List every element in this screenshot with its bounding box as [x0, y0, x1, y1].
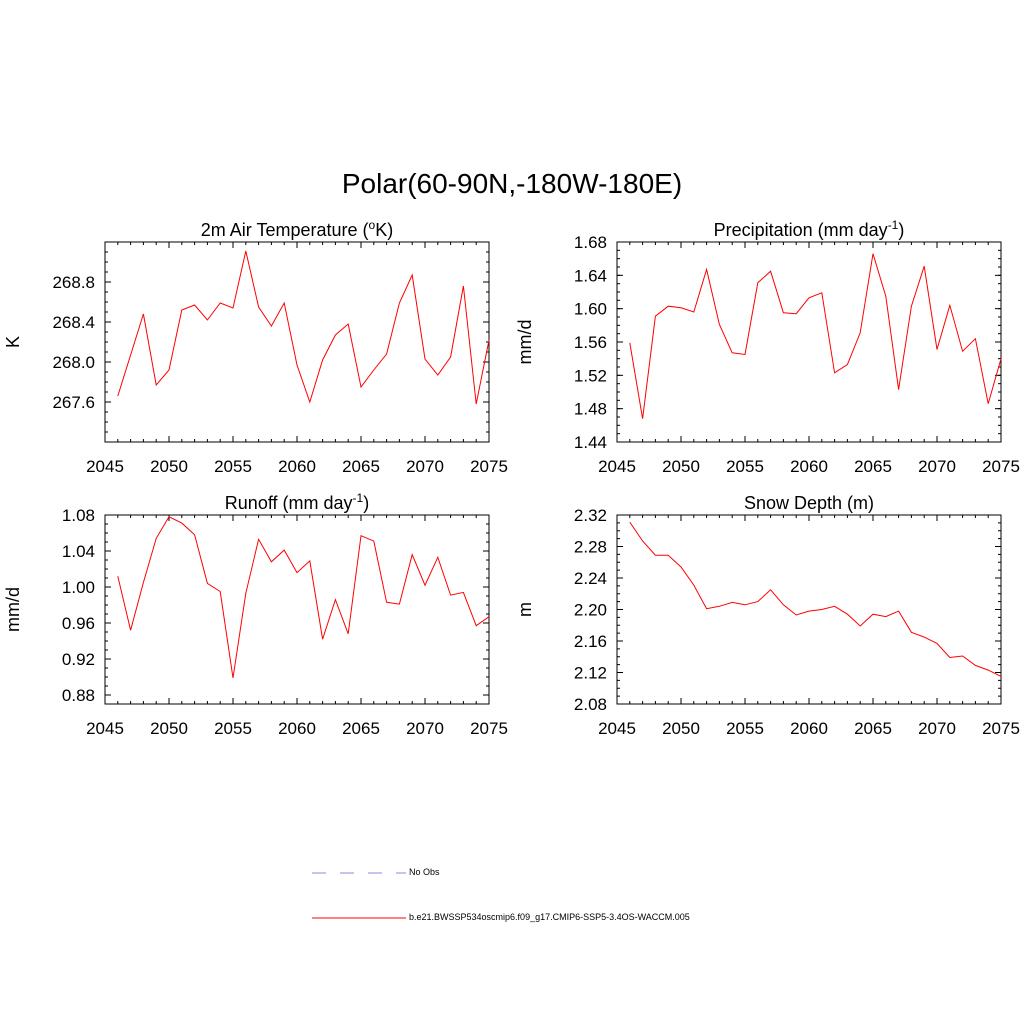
x-tick-label: 2065: [342, 719, 380, 738]
x-tick-label: 2075: [982, 457, 1020, 476]
panel-4: 2045 2050 2055 2060 2065 2070 2075 2.08 2.12 2.16…: [515, 493, 1020, 738]
series-line: [629, 253, 1002, 419]
y-tick-label: 2.12: [574, 664, 607, 683]
x-tick-label: 2055: [214, 719, 252, 738]
x-tick-label: 2050: [150, 719, 188, 738]
x-tick-label: 2070: [406, 719, 444, 738]
panel-title: Precipitation (mm day-1): [714, 218, 905, 240]
plot-frame: [104, 514, 490, 705]
panel-title-rest: ): [363, 493, 369, 513]
x-tick-label: 2045: [86, 719, 124, 738]
series-line: [117, 516, 490, 678]
panel-title-rest: K): [375, 220, 393, 240]
y-axis-label: K: [3, 336, 23, 348]
x-tick-label: 2060: [278, 457, 316, 476]
panel-title-rest: ): [898, 220, 904, 240]
x-tick-label: 2045: [86, 457, 124, 476]
y-axis-label: m: [515, 602, 535, 617]
x-tick-label: 2060: [790, 457, 828, 476]
panel-title: Runoff (mm day-1): [225, 491, 369, 513]
x-tick-label: 2065: [342, 457, 380, 476]
y-tick-label: 1.64: [574, 266, 607, 285]
x-tick-label: 2050: [150, 457, 188, 476]
x-tick-label: 2045: [598, 457, 636, 476]
x-tick-label: 2045: [598, 719, 636, 738]
y-tick-label: 1.08: [62, 506, 95, 525]
y-tick-label: 1.60: [574, 300, 607, 319]
panel-title-superscript: -1: [353, 491, 364, 505]
x-tick-label: 2050: [662, 719, 700, 738]
legend-obs-label: No Obs: [409, 867, 440, 877]
figure-title: Polar(60-90N,-180W-180E): [341, 168, 683, 199]
panel-title-main: 2m Air Temperature (: [201, 220, 369, 240]
x-tick-label: 2075: [470, 457, 508, 476]
y-tick-label: 2.24: [574, 569, 607, 588]
x-tick-label: 2075: [470, 719, 508, 738]
panel-title-main: Runoff (mm day: [225, 493, 353, 513]
panel-title-main: Precipitation (mm day: [714, 220, 888, 240]
series-line: [117, 250, 490, 405]
y-tick-label: 2.08: [574, 695, 607, 714]
y-tick-label: 2.28: [574, 538, 607, 557]
y-tick-label: 1.48: [574, 400, 607, 419]
y-axis-label: mm/d: [3, 587, 23, 632]
y-axis-label: mm/d: [515, 320, 535, 365]
y-tick-label: 1.04: [62, 542, 95, 561]
x-tick-label: 2070: [918, 457, 956, 476]
x-tick-label: 2065: [854, 719, 892, 738]
panel-title: 2m Air Temperature (oK): [201, 218, 393, 240]
y-tick-label: 268.8: [52, 273, 95, 292]
panel-title-superscript: o: [369, 218, 376, 232]
plot-frame: [616, 514, 1002, 705]
x-tick-label: 2055: [726, 719, 764, 738]
y-tick-label: 1.68: [574, 233, 607, 252]
plot-frame: [104, 241, 490, 443]
y-tick-label: 267.6: [52, 393, 95, 412]
x-tick-label: 2055: [214, 457, 252, 476]
panel-3: 2045 2050 2055 2060 2065 2070 2075 0.88 0.92 0.96…: [3, 491, 508, 738]
y-tick-label: 0.96: [62, 614, 95, 633]
panel-title: Snow Depth (m): [744, 493, 874, 513]
y-tick-label: 268.4: [52, 313, 95, 332]
panel-2: 2045 2050 2055 2060 2065 2070 2075 1.44 1.48 1.52…: [515, 218, 1020, 476]
panel-1: 2045 2050 2055 2060 2065 2070 2075 267.6 268.0 26…: [3, 218, 508, 476]
x-tick-label: 2060: [278, 719, 316, 738]
plot-frame: [616, 241, 1002, 443]
panel-title-superscript: -1: [888, 218, 899, 232]
y-tick-label: 2.32: [574, 506, 607, 525]
y-tick-label: 2.16: [574, 632, 607, 651]
x-tick-label: 2060: [790, 719, 828, 738]
x-tick-label: 2055: [726, 457, 764, 476]
y-tick-label: 1.00: [62, 578, 95, 597]
series-line: [629, 521, 1002, 677]
y-tick-label: 1.56: [574, 333, 607, 352]
x-tick-label: 2075: [982, 719, 1020, 738]
y-tick-label: 1.52: [574, 366, 607, 385]
x-tick-label: 2050: [662, 457, 700, 476]
y-tick-label: 2.20: [574, 601, 607, 620]
panel-title-main: Snow Depth (m): [744, 493, 874, 513]
y-tick-label: 1.44: [574, 433, 607, 452]
x-tick-label: 2070: [406, 457, 444, 476]
x-tick-label: 2070: [918, 719, 956, 738]
y-tick-label: 268.0: [52, 353, 95, 372]
y-tick-label: 0.88: [62, 686, 95, 705]
legend-model-label: b.e21.BWSSP534oscmip6.f09_g17.CMIP6-SSP5…: [409, 912, 690, 922]
x-tick-label: 2065: [854, 457, 892, 476]
y-tick-label: 0.92: [62, 650, 95, 669]
